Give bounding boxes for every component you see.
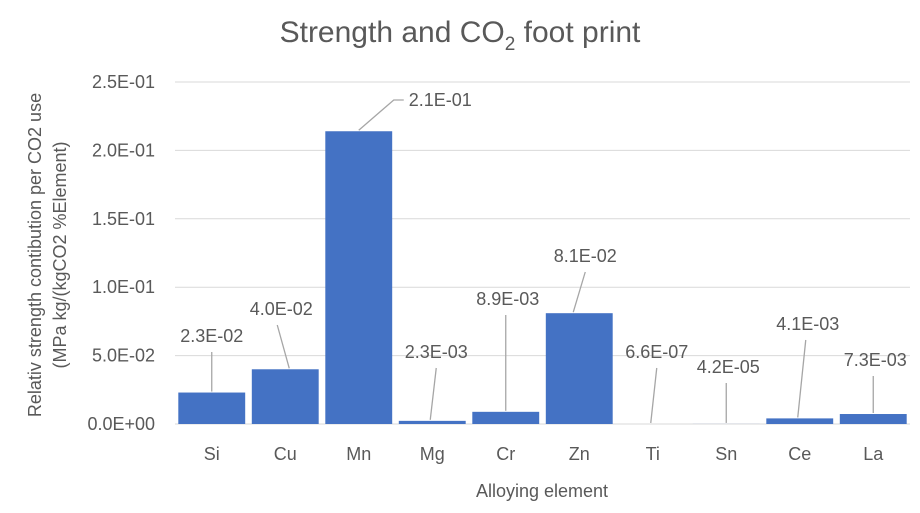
x-tick-label: Mn [346, 444, 371, 464]
bar-ce [766, 418, 834, 424]
x-tick-label: Ti [646, 444, 660, 464]
data-label: 7.3E-03 [844, 350, 907, 370]
x-tick-label: La [863, 444, 884, 464]
data-label: 2.1E-01 [409, 90, 472, 110]
data-labels: 2.3E-02 4.0E-02 2.1E-01 2.3E-03 8.9E-03 8.1E-… [180, 90, 907, 377]
y-tick-label: 0.0E+00 [87, 414, 155, 434]
y-axis-ticks: 0.0E+00 5.0E-02 1.0E-01 1.5E-01 2.0E-01 2.5E-… [87, 72, 155, 434]
x-axis-ticks: Si Cu Mn Mg Cr Zn Ti Sn Ce La [204, 444, 885, 464]
bar-mg [398, 420, 466, 424]
bar-cu [251, 369, 319, 424]
y-axis-label-line1: Relativ strength contibution per CO2 use [25, 93, 45, 417]
data-label: 4.0E-02 [250, 299, 313, 319]
data-label-leader [429, 367, 437, 420]
bar-si [178, 392, 246, 424]
bars [178, 131, 907, 425]
y-tick-label: 2.0E-01 [92, 140, 155, 160]
y-tick-label: 5.0E-02 [92, 346, 155, 366]
y-axis-label: Relativ strength contibution per CO2 use… [25, 93, 70, 417]
data-label: 2.3E-02 [180, 326, 243, 346]
x-tick-label: Ce [788, 444, 811, 464]
x-tick-label: Si [204, 444, 220, 464]
data-label-leader [797, 339, 807, 418]
x-tick-label: Zn [569, 444, 590, 464]
y-tick-label: 1.5E-01 [92, 209, 155, 229]
y-axis-label-line2: (MPa kg/(kgCO2 %Element) [50, 141, 70, 368]
data-label: 8.1E-02 [554, 246, 617, 266]
data-label-leader [276, 324, 290, 369]
x-tick-label: Cu [274, 444, 297, 464]
x-tick-label: Mg [420, 444, 445, 464]
y-tick-label: 1.0E-01 [92, 277, 155, 297]
y-tick-label: 2.5E-01 [92, 72, 155, 92]
bar-cr [472, 411, 540, 424]
data-label-leader [358, 99, 404, 131]
x-axis-label: Alloying element [476, 481, 608, 501]
x-tick-label: Sn [715, 444, 737, 464]
data-label: 4.1E-03 [776, 314, 839, 334]
x-tick-label: Cr [496, 444, 515, 464]
data-label-leaders [211, 99, 874, 424]
data-label-leader [650, 367, 658, 424]
bar-la [839, 414, 907, 424]
data-label: 6.6E-07 [625, 342, 688, 362]
data-label: 4.2E-05 [697, 357, 760, 377]
data-label: 2.3E-03 [405, 342, 468, 362]
chart-title: Strength and CO2 foot print [280, 16, 641, 55]
bar-mn [325, 131, 393, 425]
bar-zn [545, 313, 613, 424]
data-label: 8.9E-03 [476, 289, 539, 309]
data-label-leader [572, 271, 586, 313]
